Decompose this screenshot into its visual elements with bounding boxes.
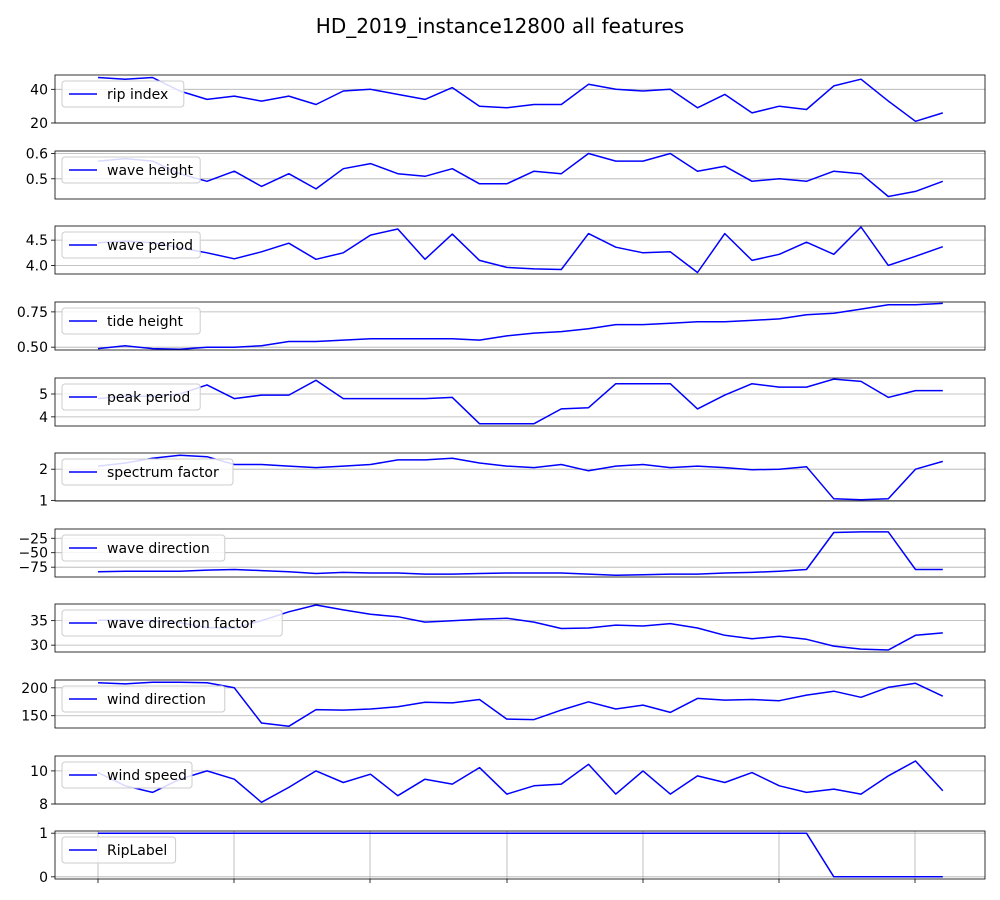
chart-title: HD_2019_instance12800 all features <box>315 14 685 38</box>
axes-frame <box>54 679 986 729</box>
legend-label: wave direction factor <box>107 616 255 632</box>
axes-frame <box>54 377 986 427</box>
legend-wave-period: wave period <box>61 231 201 259</box>
legend-tide-height: tide height <box>61 307 201 335</box>
series-line-riplabel <box>98 832 943 878</box>
legend-label: spectrum factor <box>107 465 219 481</box>
y-tick-label: −75 <box>18 560 48 576</box>
panel-wave-period: 4.0 4.5 wave period <box>26 225 986 275</box>
y-tick-label: 200 <box>21 681 48 697</box>
legend-label: wind direction <box>107 692 206 708</box>
y-tick-label: 1 <box>39 493 48 509</box>
legend-box <box>61 609 283 637</box>
series-line-rip-index <box>97 76 944 123</box>
axes-frame <box>54 301 986 351</box>
y-tick-label: 5 <box>39 387 48 403</box>
legend-wind-speed: wind speed <box>61 761 193 789</box>
panel-wind-direction: 150 200 wind direction <box>21 679 986 729</box>
legend-label: RipLabel <box>107 843 167 859</box>
legend-label: wave period <box>107 238 193 254</box>
y-tick-label: 20 <box>30 116 48 132</box>
legend-wind-direction: wind direction <box>61 685 226 713</box>
legend-rip-index: rip index <box>61 80 185 108</box>
axes-frame <box>54 830 986 880</box>
legend-label: wave direction <box>107 541 210 557</box>
y-tick-label: 35 <box>30 614 48 630</box>
axes-frame <box>54 150 986 200</box>
y-tick-label: 4 <box>39 410 48 426</box>
legend-wave-direction: wave direction <box>61 534 226 562</box>
legend-box <box>61 307 201 335</box>
series-line-spectrum-factor <box>97 454 944 501</box>
series-line-wind-direction <box>97 681 944 728</box>
panel-wind-speed: 8 10 wind speed <box>30 755 986 813</box>
legend-label: tide height <box>107 314 183 330</box>
axes-frame <box>54 225 986 275</box>
legend-peak-period: peak period <box>61 383 201 411</box>
legend-label: peak period <box>107 390 190 406</box>
y-tick-label: 150 <box>21 709 48 725</box>
y-tick-label: 4.5 <box>26 233 48 249</box>
legend-box <box>61 836 177 864</box>
axes-frame <box>54 452 986 502</box>
y-tick-label: −25 <box>18 531 48 547</box>
legend-label: rip index <box>107 87 168 103</box>
series-line-tide-height <box>97 302 943 350</box>
y-tick-label: 8 <box>39 797 48 813</box>
series-line-wave-height <box>97 152 944 198</box>
legend-box <box>61 383 201 411</box>
y-tick-label: 1 <box>39 826 48 842</box>
y-tick-label: 0.75 <box>17 305 48 321</box>
legend-box <box>61 761 193 789</box>
axes-frame <box>54 603 986 653</box>
y-tick-label: 2 <box>39 462 48 478</box>
y-tick-label: 0.5 <box>26 172 48 188</box>
series-line-wave-direction <box>97 531 943 577</box>
axes-frame <box>54 528 986 578</box>
y-tick-label: 10 <box>30 764 48 780</box>
legend-box <box>61 685 226 713</box>
y-tick-label: 0 <box>39 870 48 886</box>
panel-peak-period: 4 5 peak period <box>39 377 986 427</box>
y-tick-label: −50 <box>18 546 48 562</box>
y-tick-label: 40 <box>30 82 48 98</box>
legend-wave-height: wave height <box>61 156 201 184</box>
series-line-wave-period <box>97 226 944 274</box>
legend-box <box>61 80 185 108</box>
panel-rip-index: 20 40 rip index <box>30 74 986 132</box>
legend-box <box>61 231 201 259</box>
legend-label: wave height <box>107 163 194 179</box>
panel-wave-direction-factor: 30 35 wave direction factor <box>30 603 986 654</box>
legend-box <box>61 534 226 562</box>
panel-riplabel: 0 1 RipLabel <box>39 826 986 886</box>
legend-wave-direction-factor: wave direction factor <box>61 609 283 637</box>
panel-wave-direction: −75−50−25 wave direction <box>18 528 986 578</box>
y-tick-label: 30 <box>30 638 48 654</box>
y-tick-label: 0.50 <box>17 340 48 356</box>
axes-frame <box>54 755 986 805</box>
panel-tide-height: 0.50 0.75 tide height <box>17 301 986 356</box>
y-tick-label: 4.0 <box>26 258 48 274</box>
y-tick-label: 0.6 <box>26 147 48 163</box>
legend-box <box>61 156 201 184</box>
panel-spectrum-factor: 1 2 spectrum factor <box>39 452 986 509</box>
panel-wave-height: 0.5 0.6 wave height <box>26 147 986 200</box>
axes-frame <box>54 74 986 124</box>
legend-riplabel: RipLabel <box>61 836 177 864</box>
series-line-peak-period <box>97 378 943 425</box>
legend-spectrum-factor: spectrum factor <box>61 458 234 486</box>
legend-label: wind speed <box>107 768 187 784</box>
legend-box <box>61 458 234 486</box>
series-line-wind-speed <box>97 760 944 804</box>
